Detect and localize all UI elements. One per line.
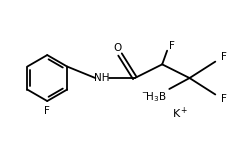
Text: F: F [169,41,174,51]
Text: F: F [221,52,227,62]
Text: NH: NH [94,73,110,83]
Text: O: O [114,44,122,53]
Text: $\mathregular{{}^{-}\!H_3B}$: $\mathregular{{}^{-}\!H_3B}$ [141,90,167,104]
Text: F: F [44,106,50,116]
Text: K$^+$: K$^+$ [172,105,188,121]
Text: F: F [221,94,227,104]
